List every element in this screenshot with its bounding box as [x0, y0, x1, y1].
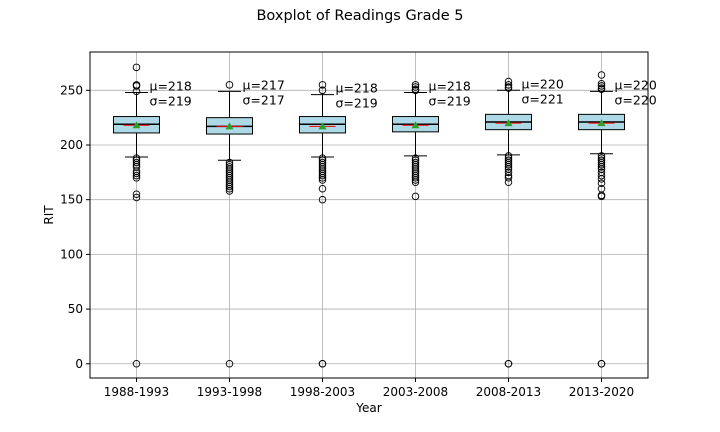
mean-marker [132, 121, 141, 129]
mean-annotation: μ=218 [150, 78, 192, 93]
outlier-point [132, 190, 141, 198]
x-tick-label: 1998-2003 [290, 385, 355, 399]
outlier-point [504, 81, 513, 89]
outlier-point [411, 174, 420, 182]
outlier-point [132, 158, 141, 167]
outlier-point [411, 81, 420, 89]
chart-title: Boxplot of Readings Grade 5 [256, 8, 463, 24]
outlier-point [504, 168, 513, 177]
outlier-point [225, 81, 234, 89]
outlier-point [597, 192, 606, 201]
outlier-point [411, 192, 420, 201]
outlier-point [504, 360, 513, 368]
outlier-point [225, 187, 234, 195]
axis-layer: 0 50 100 150 200 250 1988-1993 1993-1998 1998-20… [60, 83, 634, 399]
y-tick-label: 0 [75, 357, 83, 371]
outlier-point [318, 171, 327, 180]
x-axis-title: Year [355, 401, 381, 415]
sigma-annotation: σ=220 [615, 92, 657, 107]
outlier-point [411, 86, 420, 95]
outlier-point [597, 360, 606, 368]
outlier-point [504, 178, 513, 186]
x-tick-label: 2013-2020 [569, 385, 634, 399]
mean-annotation: μ=220 [615, 77, 657, 92]
outlier-point [225, 360, 234, 368]
outlier-point [132, 360, 141, 368]
x-tick-label: 2008-2013 [476, 385, 541, 399]
mean-annotation: μ=218 [429, 78, 471, 93]
sigma-annotation: σ=217 [243, 92, 285, 107]
y-tick-label: 250 [60, 83, 83, 97]
outlier-point [504, 174, 513, 182]
outlier-point [411, 83, 420, 91]
outlier-point [318, 184, 327, 193]
outlier-point [318, 360, 327, 368]
outlier-point [318, 195, 327, 204]
outlier-point [597, 163, 606, 171]
outlier-point [132, 87, 141, 96]
y-tick-label: 100 [60, 247, 83, 261]
mean-marker [411, 121, 420, 129]
mean-marker [225, 122, 234, 130]
outlier-point [132, 193, 141, 202]
outlier-point [597, 79, 606, 88]
mean-annotation: μ=218 [336, 81, 378, 96]
outlier-point [597, 160, 606, 169]
outlier-point [597, 171, 606, 180]
x-tick-label: 1988-1993 [104, 385, 169, 399]
y-axis-title: RIT [42, 205, 56, 225]
sigma-annotation: σ=219 [150, 93, 192, 108]
outlier-point [504, 84, 513, 92]
outlier-point [411, 176, 420, 184]
y-tick-label: 200 [60, 138, 83, 152]
y-tick-label: 50 [68, 302, 83, 316]
mean-marker [318, 122, 327, 130]
outlier-point [132, 171, 141, 180]
outlier-point [597, 175, 606, 183]
outlier-point [225, 182, 234, 191]
outlier-point [411, 178, 420, 186]
sigma-annotation: σ=219 [336, 96, 378, 111]
outlier-point [132, 63, 141, 72]
mean-annotation: μ=217 [243, 77, 285, 92]
sigma-annotation: σ=219 [429, 93, 471, 108]
y-tick-label: 150 [60, 193, 83, 207]
outlier-point [318, 176, 327, 184]
outlier-point [597, 71, 606, 79]
outlier-point [132, 82, 141, 90]
mean-marker [597, 119, 606, 127]
sigma-annotation: σ=221 [522, 91, 564, 106]
mean-annotation: μ=220 [522, 76, 564, 91]
outlier-point [225, 184, 234, 193]
outlier-point [318, 174, 327, 182]
outlier-point [318, 86, 327, 95]
outlier-point [504, 160, 513, 169]
outlier-point [597, 179, 606, 188]
plot-frame [89, 51, 649, 379]
x-tick-label: 2003-2008 [383, 385, 448, 399]
outlier-point [132, 169, 141, 178]
outlier-point [504, 163, 513, 171]
outlier-point [318, 81, 327, 89]
outlier-point [597, 85, 606, 93]
x-tick-label: 1993-1998 [197, 385, 262, 399]
outlier-point [597, 82, 606, 90]
box-layer: μ=218σ=219μ=217σ=217μ=218σ=219μ=218σ=219… [113, 63, 657, 368]
outlier-point [132, 174, 141, 182]
mean-marker [504, 119, 513, 127]
